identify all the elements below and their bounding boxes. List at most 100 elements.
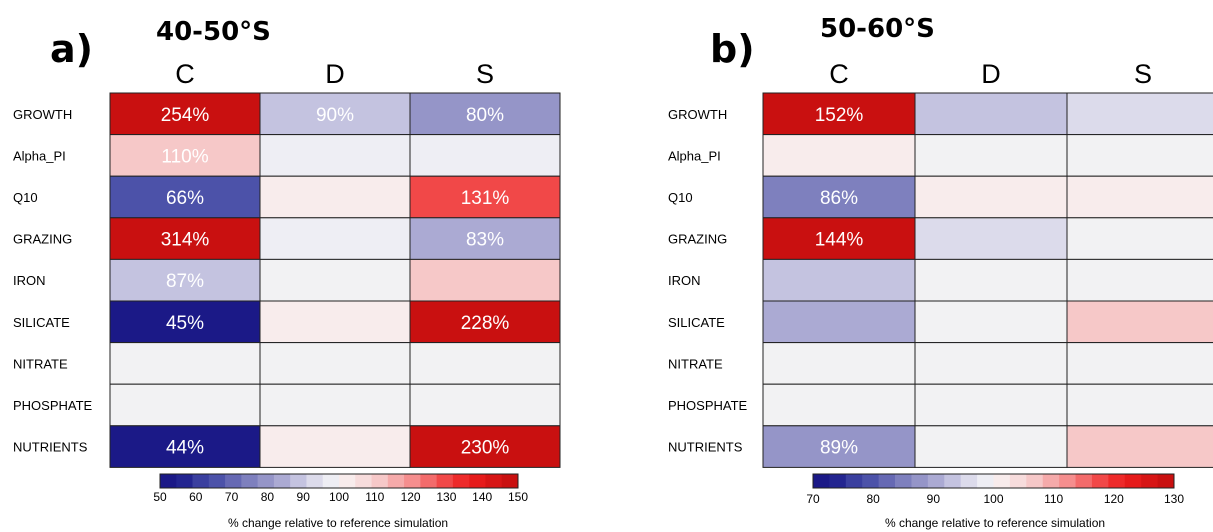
panel-b-row-label: PHOSPHATE bbox=[668, 398, 748, 413]
panel-a-row-label: NUTRIENTS bbox=[13, 440, 88, 455]
panel-b-colorbar-segment bbox=[813, 474, 830, 488]
panel-a-heatmap-cell bbox=[259, 134, 411, 177]
panel-a-cell-value-label: 131% bbox=[461, 188, 510, 209]
panel-b-heatmap-cell bbox=[914, 300, 1068, 344]
panel-a-colorbar-segment bbox=[273, 474, 291, 488]
panel-b-heatmap-cell bbox=[914, 258, 1068, 302]
panel-a-heatmap-cell bbox=[259, 383, 411, 427]
panel-a-row-label: Q10 bbox=[13, 190, 38, 205]
panel-b-colorbar-segment bbox=[944, 474, 962, 488]
panel-b-colorbar-segment bbox=[895, 474, 912, 488]
panel-b-colorbar-tick-label: 90 bbox=[927, 492, 941, 506]
panel-a-heatmap-cell bbox=[259, 300, 411, 344]
panel-b-colorbar-segment bbox=[829, 474, 847, 488]
panel-a-cell-value-label: 45% bbox=[166, 313, 204, 334]
panel-a-row-label: NITRATE bbox=[13, 356, 68, 371]
panel-a-colorbar-label: % change relative to reference simulatio… bbox=[228, 516, 448, 530]
panel-a-cell-value-label: 228% bbox=[461, 313, 510, 334]
panel-a-cell-value-label: 230% bbox=[461, 438, 510, 459]
panel-b-colorbar-tick-label: 70 bbox=[806, 492, 820, 506]
panel-a-colorbar-segment bbox=[208, 474, 226, 488]
panel-b-colorbar-segment bbox=[1124, 474, 1142, 488]
panel-b-title: 50-60°S bbox=[820, 14, 935, 44]
panel-a-cell-value-label: 66% bbox=[166, 188, 204, 209]
panel-b-heatmap-cell bbox=[762, 134, 916, 177]
panel-a-cell-value-label: 90% bbox=[316, 105, 354, 126]
panel-b-colorbar-segment bbox=[927, 474, 945, 488]
panel-a-cell-value-label: 44% bbox=[166, 438, 204, 459]
panel-a-colorbar-segment bbox=[160, 474, 177, 488]
panel-b-colorbar-segment bbox=[862, 474, 880, 488]
panel-a-heatmap-cell bbox=[109, 134, 261, 177]
panel-a-heatmap-cell bbox=[259, 258, 411, 302]
panel-b-colorbar-segment bbox=[993, 474, 1011, 488]
panel-b-colorbar-segment bbox=[960, 474, 978, 488]
panel-b-colorbar-segment bbox=[911, 474, 929, 488]
panel-a-heatmap-cell bbox=[409, 134, 561, 177]
panel-b-heatmap-cell bbox=[1066, 383, 1213, 427]
panel-a-heatmap-cell bbox=[409, 175, 561, 219]
panel-a-row-label: IRON bbox=[13, 273, 46, 288]
panel-b-heatmap-cell bbox=[914, 425, 1068, 468]
panel-a-cell-value-label: 314% bbox=[161, 230, 210, 251]
panel-a-heatmap-cell bbox=[259, 175, 411, 219]
panel-a-heatmap-cell bbox=[409, 258, 561, 302]
panel-b-colorbar-segment bbox=[878, 474, 896, 488]
panel-a-colorbar-tick-label: 150 bbox=[508, 490, 528, 504]
panel-a-colorbar-frame bbox=[159, 473, 519, 489]
panel-b-colorbar-frame bbox=[812, 473, 1175, 489]
panel-a-colorbar-segment bbox=[387, 474, 405, 488]
panel-a-colorbar-tick-label: 90 bbox=[297, 490, 311, 504]
panel-a-colorbar-segment bbox=[339, 474, 356, 488]
panel-b-heatmap-cell bbox=[1066, 217, 1213, 260]
panel-a-colorbar-segment bbox=[322, 474, 340, 488]
panel-b-heatmap-cell bbox=[762, 92, 916, 136]
panel-b-row-label: NITRATE bbox=[668, 356, 723, 371]
panel-b-cell-value-label: 144% bbox=[815, 230, 864, 251]
panel-b-heatmap-cell bbox=[914, 134, 1068, 177]
panel-b-heatmap-cell bbox=[762, 300, 916, 344]
panel-b-heatmap-cell bbox=[1066, 300, 1213, 344]
panel-a-row-label: SILICATE bbox=[13, 315, 70, 330]
panel-b-colorbar-segment bbox=[845, 474, 863, 488]
panel-b-column-header: C bbox=[829, 59, 849, 89]
panel-b-label: b) bbox=[710, 27, 755, 71]
panel-a-colorbar-segment bbox=[485, 474, 503, 488]
panel-a-heatmap-cell bbox=[409, 342, 561, 385]
panel-a-heatmap-cell bbox=[109, 383, 261, 427]
panel-b-row-label: NUTRIENTS bbox=[668, 440, 743, 455]
panel-b-heatmap-cell bbox=[762, 342, 916, 385]
panel-a-colorbar-segment bbox=[452, 474, 470, 488]
panel-b-colorbar-segment bbox=[1059, 474, 1076, 488]
panel-b-cell-value-label: 89% bbox=[820, 438, 858, 459]
panel-b-heatmap-cell bbox=[762, 383, 916, 427]
panel-a-column-header: C bbox=[175, 59, 195, 89]
panel-a-cell-value-label: 87% bbox=[166, 271, 204, 292]
panel-a-cell-value-label: 254% bbox=[161, 105, 210, 126]
panel-b-cell-value-label: 86% bbox=[820, 188, 858, 209]
panel-a-colorbar-tick-label: 110 bbox=[365, 490, 384, 504]
panel-b-cell-value-label: 152% bbox=[815, 105, 864, 126]
panel-a-heatmap-cell bbox=[259, 425, 411, 468]
panel-b-colorbar-tick-label: 80 bbox=[866, 492, 880, 506]
panel-a-colorbar-segment bbox=[306, 474, 324, 488]
panel-a-colorbar-tick-label: 80 bbox=[261, 490, 275, 504]
panel-a-colorbar-segment bbox=[241, 474, 259, 488]
panel-a-colorbar-tick-label: 70 bbox=[225, 490, 239, 504]
panel-a-colorbar-segment bbox=[420, 474, 438, 488]
panel-a-colorbar-segment bbox=[290, 474, 307, 488]
panel-b-colorbar-label: % change relative to reference simulatio… bbox=[885, 516, 1105, 530]
panel-a-heatmap-cell bbox=[259, 217, 411, 260]
panel-b-row-label: SILICATE bbox=[668, 315, 725, 330]
panel-b-heatmap-cell bbox=[914, 217, 1068, 260]
panel-b-colorbar-tick-label: 110 bbox=[1044, 492, 1063, 506]
panel-a-heatmap-cell bbox=[409, 383, 561, 427]
panel-b-heatmap-cell bbox=[1066, 342, 1213, 385]
panel-b-colorbar-tick-label: 100 bbox=[983, 492, 1003, 506]
panel-b-heatmap-cell bbox=[762, 425, 916, 468]
panel-a-colorbar-tick-label: 120 bbox=[401, 490, 421, 504]
panel-b-row-label: GROWTH bbox=[668, 107, 727, 122]
panel-b-heatmap-cell bbox=[762, 175, 916, 219]
panel-b-colorbar-segment bbox=[1009, 474, 1027, 488]
